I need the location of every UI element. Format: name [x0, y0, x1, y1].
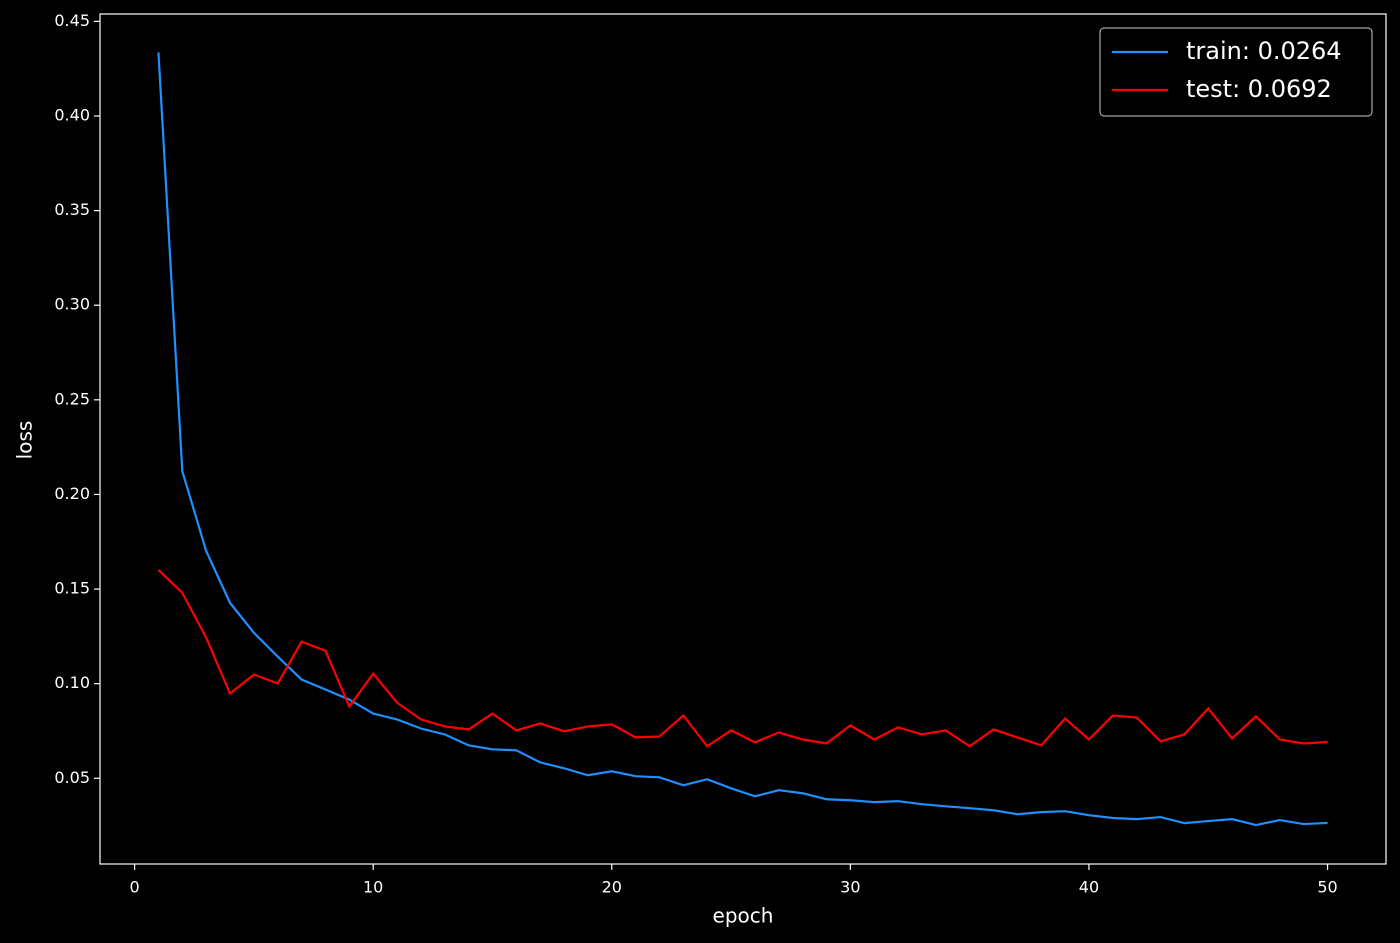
x-tick-label: 0 [130, 878, 140, 897]
series-line [157, 52, 1328, 827]
legend: train: 0.0264 test: 0.0692 [1099, 27, 1373, 117]
legend-label: test: 0.0692 [1186, 75, 1332, 103]
x-tick-label: 20 [602, 878, 622, 897]
plot-frame [99, 13, 1387, 865]
y-tick-label: 0.10 [54, 673, 90, 692]
x-tick-label: 40 [1079, 878, 1099, 897]
x-axis-label: epoch [713, 904, 774, 928]
series-line [157, 569, 1328, 748]
x-tick-label: 30 [840, 878, 860, 897]
y-axis-label: loss [13, 421, 37, 460]
y-tick-label: 0.35 [54, 200, 90, 219]
y-tick-label: 0.20 [54, 484, 90, 503]
x-tick-label: 10 [363, 878, 383, 897]
y-tick-label: 0.05 [54, 768, 90, 787]
legend-box [1099, 27, 1373, 117]
x-tick-label: 50 [1317, 878, 1337, 897]
y-tick-label: 0.30 [54, 295, 90, 314]
legend-label: train: 0.0264 [1186, 37, 1342, 65]
y-tick-label: 0.25 [54, 389, 90, 408]
y-tick-label: 0.45 [54, 11, 90, 30]
y-tick-label: 0.15 [54, 579, 90, 598]
y-tick-label: 0.40 [54, 105, 90, 124]
